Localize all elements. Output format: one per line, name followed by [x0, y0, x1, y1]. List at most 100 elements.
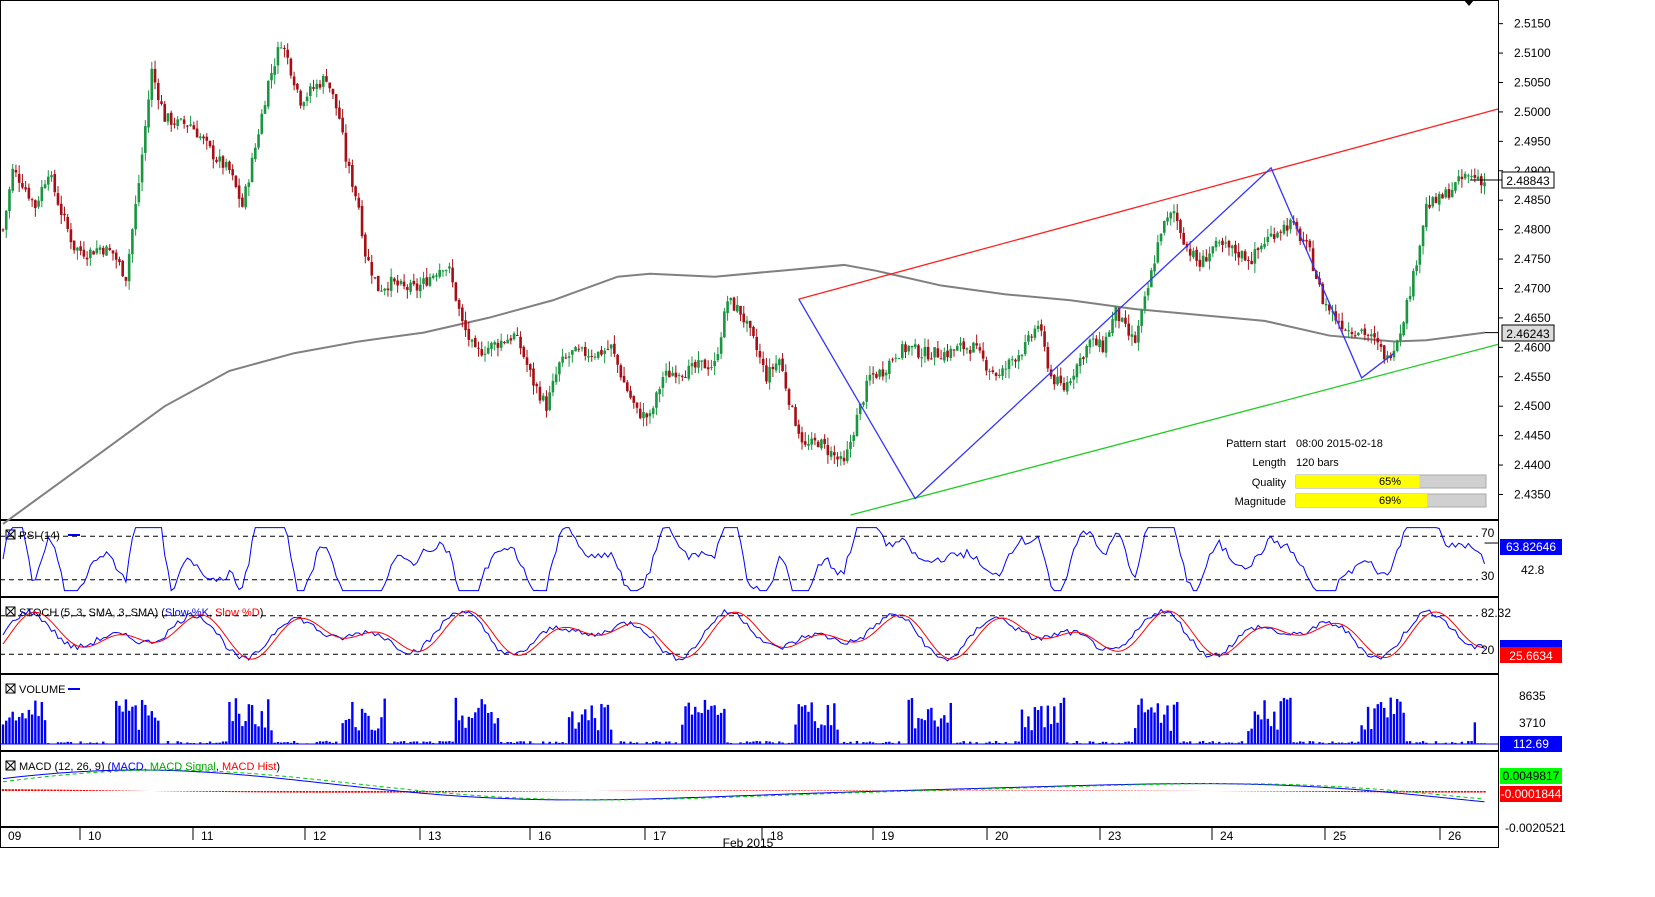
day-label: 24 — [1220, 829, 1234, 843]
volume-bar — [1023, 727, 1027, 744]
volume-bar — [826, 704, 830, 744]
stoch-d-path — [2, 610, 1485, 660]
macd-lines — [1, 769, 1486, 803]
volume-bar — [975, 742, 978, 744]
macd-hist-bar — [1434, 791, 1438, 793]
volume-bar — [567, 717, 571, 744]
macd-hist-bar — [334, 791, 338, 793]
volume-bar — [279, 742, 283, 744]
candle-body — [871, 373, 875, 375]
volume-bar — [496, 718, 500, 744]
volume-bar — [1182, 741, 1185, 744]
macd-hist-tag — [1500, 786, 1562, 802]
macd-hist-bar — [1386, 791, 1389, 793]
volume-bar — [289, 742, 293, 744]
candle-body — [14, 169, 18, 173]
stoch-panel[interactable]: STOCH (5, 3, SMA, 3, SMA) (Slow %K, Slow… — [0, 606, 1562, 663]
candle-body — [250, 157, 254, 183]
candle-body — [732, 297, 736, 311]
candle-body — [509, 338, 513, 341]
volume-bar — [516, 741, 519, 744]
volume-bar — [1318, 742, 1321, 744]
macd-hist-bar — [1350, 791, 1354, 793]
volume-bar — [949, 702, 952, 744]
macd-hist-bar — [697, 790, 700, 791]
volume-bar — [862, 742, 865, 744]
candle-body — [506, 339, 509, 344]
stoch-k-path — [2, 608, 1485, 662]
price-tick-label: 2.4600 — [1514, 340, 1551, 354]
volume-bar — [664, 741, 668, 744]
candle-body — [1217, 242, 1221, 244]
macd-hist-bar — [212, 791, 215, 792]
candle-body — [1179, 220, 1182, 234]
macd-hist-bar — [774, 790, 778, 791]
candle-body — [118, 259, 121, 263]
candle-body — [376, 275, 380, 292]
candle-body — [1399, 333, 1402, 341]
volume-bar — [606, 704, 610, 744]
volume-bar — [150, 711, 153, 744]
candle-body — [1036, 325, 1040, 330]
volume-bar — [21, 713, 24, 744]
volume-bar — [794, 724, 797, 744]
upper-channel-line — [798, 108, 1499, 300]
macd-panel[interactable]: MACD (12, 26, 9) (MACD, MACD Signal, MAC… — [1, 760, 1566, 835]
macd-hist-bar — [95, 790, 99, 791]
volume-bar — [140, 700, 144, 744]
candle-body — [1227, 240, 1231, 248]
volume-bar — [1295, 742, 1299, 744]
volume-bar — [697, 712, 700, 744]
candle-body — [63, 213, 66, 216]
volume-bar — [1350, 741, 1354, 744]
close-box-icon[interactable] — [5, 760, 16, 771]
candle-body — [163, 103, 167, 122]
candlesticks[interactable] — [1, 41, 1486, 467]
volume-bar — [1053, 706, 1056, 744]
volume-bar — [1043, 727, 1046, 744]
volume-bar — [923, 720, 927, 744]
candle-body — [561, 356, 564, 363]
price-panel[interactable] — [1, 41, 1499, 525]
candle-body — [1201, 255, 1205, 267]
volume-bar — [797, 704, 800, 744]
volume-bar — [1467, 740, 1470, 744]
volume-bar — [1185, 742, 1189, 744]
volume-bar — [11, 711, 14, 744]
candle-body — [1004, 368, 1008, 370]
candle-body — [1017, 355, 1021, 362]
candle-body — [1476, 176, 1480, 180]
candle-body — [1195, 249, 1198, 261]
volume-bar — [1282, 697, 1286, 744]
price-axis: 2.51502.51002.50502.50002.49502.49002.48… — [1498, 17, 1551, 501]
volume-panel[interactable]: VOLUME 8635 3710 112.69 — [0, 683, 1562, 752]
volume-bar — [749, 742, 752, 744]
volume-bar — [1379, 702, 1383, 744]
macd-hist-bar — [186, 791, 189, 792]
macd-hist-bar — [1450, 791, 1454, 793]
candle-body — [1421, 225, 1425, 247]
pattern-start-label: Pattern start — [1226, 438, 1286, 450]
candle-body — [1454, 182, 1457, 191]
macd-hist-bar — [389, 791, 393, 793]
macd-hist-bar — [706, 790, 710, 791]
volume-bar — [1302, 741, 1305, 744]
volume-bar — [1143, 712, 1147, 744]
candle-body — [1282, 224, 1286, 234]
candle-body — [813, 437, 817, 441]
macd-hidden-value: -0.0020521 — [1505, 821, 1566, 835]
rsi-panel[interactable]: RSI (14) 70 42.8 30 63.82646 — [0, 526, 1562, 592]
candle-body — [27, 187, 31, 199]
close-box-icon[interactable] — [5, 683, 16, 694]
scroll-marker-icon[interactable] — [1464, 0, 1474, 6]
panel-frames — [0, 0, 1499, 848]
candle-body — [221, 156, 225, 168]
volume-bar — [422, 741, 425, 744]
candle-body — [1062, 382, 1066, 391]
candle-body — [1357, 332, 1360, 336]
volume-bar — [270, 730, 273, 744]
volume-bar — [208, 741, 212, 744]
candle-body — [900, 344, 904, 359]
volume-bar — [800, 706, 804, 744]
